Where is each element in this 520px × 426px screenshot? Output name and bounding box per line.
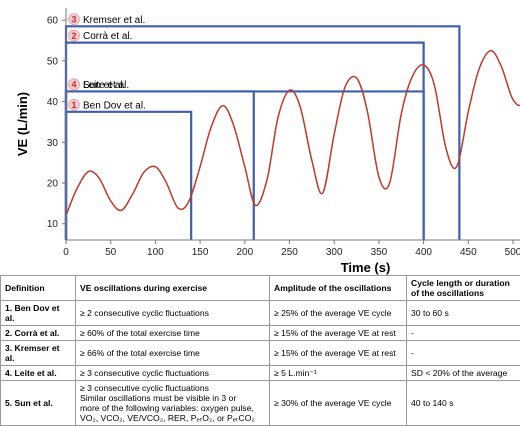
study-label: Corrà et al. (83, 31, 132, 42)
row-cycle: - (407, 326, 520, 341)
study-number: 1 (71, 100, 76, 110)
header-cycle: Cycle length or duration of the oscillat… (407, 276, 520, 301)
study-number: 2 (71, 31, 76, 41)
row-definition: 2. Corrà et al. (1, 326, 76, 341)
row-oscillations: ≥ 3 consecutive cyclic fluctuations (76, 366, 270, 381)
y-axis-title: VE (L/min) (15, 92, 30, 156)
row-oscillations-line: more of the following variables: oxygen … (80, 403, 265, 413)
x-tick-label: 200 (236, 247, 253, 258)
y-tick-label: 50 (47, 56, 59, 67)
x-tick-label: 150 (192, 247, 209, 258)
table-row: 1. Ben Dov et al. ≥ 2 consecutive cyclic… (1, 301, 520, 326)
row-amplitude: ≥ 30% of the average VE cycle (270, 381, 407, 426)
table-row: 3. Kremser et al. ≥ 66% of the total exe… (1, 341, 520, 366)
row-cycle: - (407, 341, 520, 366)
row-definition: 5. Sun et al. (1, 381, 76, 426)
header-cycle-line2: of the oscillations (411, 288, 516, 298)
x-tick-label: 50 (105, 247, 117, 258)
study-label: Ben Dov et al. (83, 100, 146, 111)
header-definition: Definition (1, 276, 76, 301)
x-tick-label: 400 (415, 247, 432, 258)
x-tick-label: 450 (460, 247, 477, 258)
header-oscillations: VE oscillations during exercise (76, 276, 270, 301)
table-header-row: Definition VE oscillations during exerci… (1, 276, 520, 301)
study-label: Kremser et al. (83, 15, 145, 26)
x-tick-label: 500 (505, 247, 520, 258)
row-oscillations: ≥ 66% of the total exercise time (76, 341, 270, 366)
study-number: 4 (71, 80, 76, 90)
y-tick-label: 30 (47, 138, 59, 149)
row-cycle: 30 to 60 s (407, 301, 520, 326)
row-oscillations-line: VO₂, VCO₂, VE/VCO₂, RER, PₑₜO₂, or PₑₜCO… (80, 413, 265, 423)
definitions-table: Definition VE oscillations during exerci… (0, 275, 520, 426)
header-amplitude: Amplitude of the oscillations (270, 276, 407, 301)
x-tick-label: 0 (63, 247, 69, 258)
row-oscillations: ≥ 3 consecutive cyclic fluctuations Simi… (76, 381, 270, 426)
x-tick-label: 350 (371, 247, 388, 258)
x-tick-label: 300 (326, 247, 343, 258)
row-oscillations-line: Similar oscillations must be visible in … (80, 393, 265, 403)
row-amplitude: ≥ 15% of the average VE at rest (270, 341, 407, 366)
y-tick-label: 60 (47, 16, 59, 27)
bracket-line (66, 91, 254, 240)
study-number: 3 (71, 15, 76, 25)
study-label: Leite et al. (83, 80, 129, 91)
x-axis-title: Time (s) (341, 260, 391, 275)
table-row: 2. Corrà et al. ≥ 60% of the total exerc… (1, 326, 520, 341)
header-cycle-line1: Cycle length or duration (411, 278, 516, 288)
row-amplitude: ≥ 15% of the average VE at rest (270, 326, 407, 341)
y-tick-label: 20 (47, 179, 59, 190)
row-amplitude: ≥ 25% of the average VE cycle (270, 301, 407, 326)
ve-series-line (66, 14, 520, 216)
y-tick-label: 40 (47, 97, 59, 108)
row-oscillations-line: ≥ 3 consecutive cyclic fluctuations (80, 383, 265, 393)
row-definition: 3. Kremser et al. (1, 341, 76, 366)
x-tick-label: 100 (147, 247, 164, 258)
y-tick-label: 10 (47, 219, 59, 230)
row-cycle: 40 to 140 s (407, 381, 520, 426)
table-row: 4. Leite et al. ≥ 3 consecutive cyclic f… (1, 366, 520, 381)
x-tick-label: 250 (281, 247, 298, 258)
chart: 10 20 30 40 50 60 0 50 100 150 200 250 300 350 400 450 5… (0, 0, 520, 275)
row-cycle: SD < 20% of the average (407, 366, 520, 381)
row-definition: 1. Ben Dov et al. (1, 301, 76, 326)
row-amplitude: ≥ 5 L.min⁻¹ (270, 366, 407, 381)
row-definition: 4. Leite et al. (1, 366, 76, 381)
row-oscillations: ≥ 60% of the total exercise time (76, 326, 270, 341)
row-oscillations: ≥ 2 consecutive cyclic fluctuations (76, 301, 270, 326)
table-row: 5. Sun et al. ≥ 3 consecutive cyclic flu… (1, 381, 520, 426)
